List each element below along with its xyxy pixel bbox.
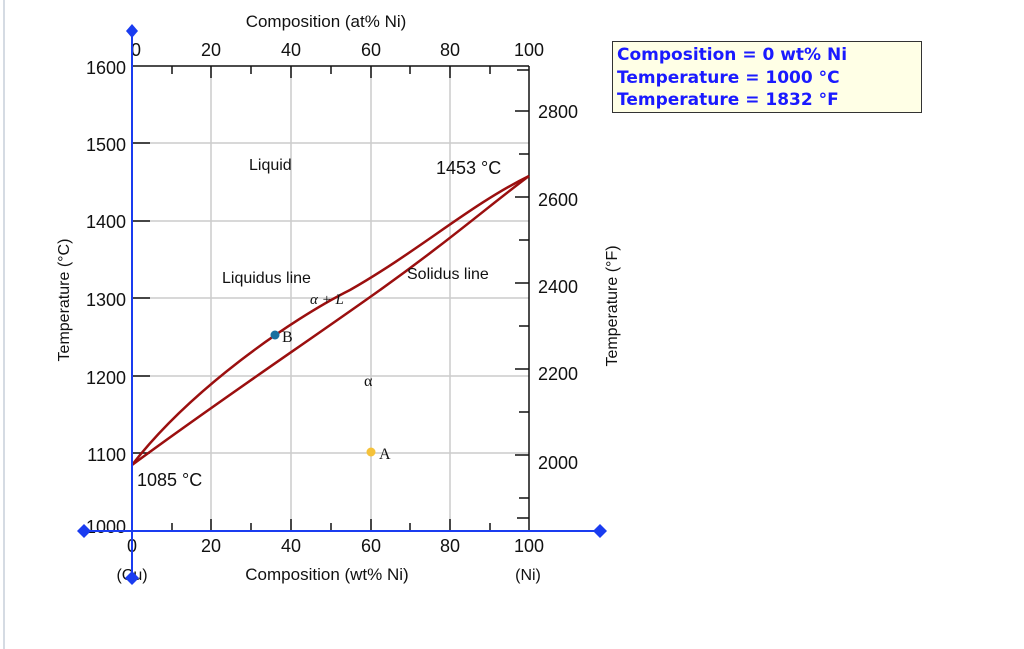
temperature-c-readout: Temperature = 1000 °C (617, 67, 840, 88)
svg-text:1400: 1400 (86, 212, 126, 232)
svg-text:100: 100 (514, 40, 544, 60)
left-tick-labels: 1600 1500 1400 1300 1200 1100 1000 (86, 58, 126, 537)
point-b-label: B (282, 329, 293, 346)
left-drag-handle-icon[interactable] (77, 524, 91, 538)
liquidus-line-label: Liquidus line (222, 270, 311, 287)
solidus-curve (131, 174, 530, 467)
solidus-line-label: Solidus line (407, 266, 489, 283)
temperature-f-readout: Temperature = 1832 °F (617, 90, 839, 110)
svg-text:2600: 2600 (538, 190, 578, 210)
svg-text:2800: 2800 (538, 102, 578, 122)
liquid-label: Liquid (249, 157, 292, 174)
svg-text:100: 100 (514, 536, 544, 556)
ni-label: (Ni) (515, 567, 541, 584)
svg-text:20: 20 (201, 40, 221, 60)
right-tick-labels: 2800 2600 2400 2200 2000 (538, 102, 578, 473)
svg-text:80: 80 (440, 40, 460, 60)
right-axis-title: Temperature (°F) (604, 245, 621, 366)
readout-panel: Composition = 0 wt% Ni Temperature = 100… (612, 41, 922, 113)
svg-text:40: 40 (281, 536, 301, 556)
liquidus-curve (131, 174, 530, 466)
point-a-marker[interactable] (366, 447, 376, 457)
svg-text:1100: 1100 (87, 445, 126, 465)
bottom-drag-handle-icon[interactable] (125, 571, 139, 585)
cu-melting-point-label: 1085 °C (137, 470, 202, 490)
top-axis-title: Composition (at% Ni) (246, 12, 407, 31)
left-axis-title: Temperature (°C) (56, 239, 73, 362)
svg-text:20: 20 (201, 536, 221, 556)
bottom-tick-labels: 0 20 40 60 80 100 (127, 536, 544, 556)
alpha-label: α (364, 373, 373, 390)
ni-melting-point-label: 1453 °C (436, 158, 501, 178)
svg-text:1600: 1600 (86, 58, 126, 78)
svg-text:2200: 2200 (538, 364, 578, 384)
svg-text:2400: 2400 (538, 277, 578, 297)
right-drag-handle-icon[interactable] (593, 524, 607, 538)
top-tick-labels: 0 20 40 60 80 100 (131, 40, 544, 60)
svg-text:1300: 1300 (86, 290, 126, 310)
point-b-marker[interactable] (270, 330, 280, 340)
point-a-label: A (379, 446, 391, 463)
svg-text:40: 40 (281, 40, 301, 60)
svg-text:0: 0 (131, 40, 141, 60)
svg-text:60: 60 (361, 40, 381, 60)
svg-text:80: 80 (440, 536, 460, 556)
alpha-plus-liquid-label: α + L (310, 292, 344, 308)
top-drag-handle-icon[interactable] (126, 24, 138, 38)
composition-readout: Composition = 0 wt% Ni (617, 45, 848, 65)
svg-text:1000: 1000 (86, 517, 126, 537)
svg-text:1500: 1500 (86, 135, 126, 155)
window-border (3, 0, 5, 649)
svg-text:1200: 1200 (86, 368, 126, 388)
svg-text:60: 60 (361, 536, 381, 556)
svg-text:2000: 2000 (538, 453, 578, 473)
bottom-axis-title: Composition (wt% Ni) (245, 565, 408, 584)
